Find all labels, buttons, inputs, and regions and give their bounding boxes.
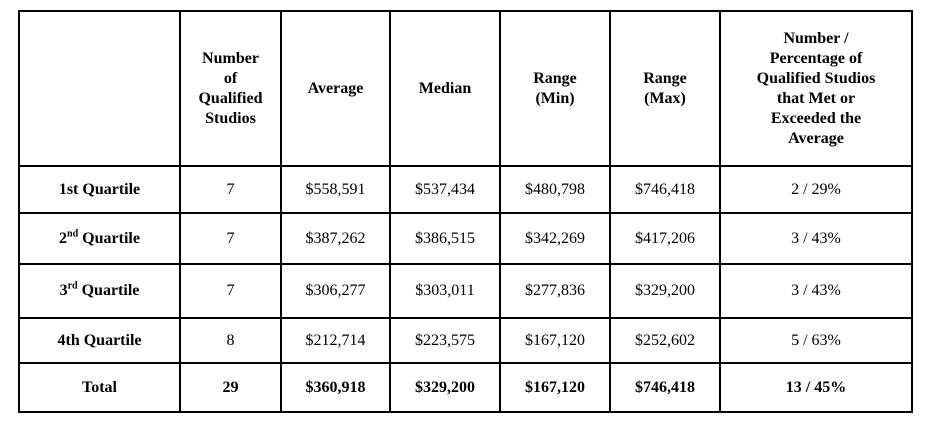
total-range-max: $746,418	[609, 362, 721, 413]
total-average: $360,918	[280, 362, 391, 413]
cell-average: $387,262	[280, 212, 391, 265]
cell-average: $212,714	[280, 317, 391, 364]
table-row: 3rd Quartile 7 $306,277 $303,011 $277,83…	[18, 263, 913, 319]
total-label: Total	[18, 362, 181, 413]
cell-studios: 7	[179, 263, 282, 319]
cell-range-max: $417,206	[609, 212, 721, 265]
quartile-statistics-table: Number of Qualified Studios Average Medi…	[18, 10, 913, 413]
total-met: 13 / 45%	[719, 362, 913, 413]
cell-range-max: $329,200	[609, 263, 721, 319]
table-total-row: Total 29 $360,918 $329,200 $167,120 $746…	[18, 362, 913, 413]
total-median: $329,200	[389, 362, 501, 413]
header-average: Average	[280, 10, 391, 167]
cell-range-min: $480,798	[499, 165, 611, 214]
row-label: 1st Quartile	[18, 165, 181, 214]
header-range-min: Range (Min)	[499, 10, 611, 167]
header-median: Median	[389, 10, 501, 167]
header-met-exceeded: Number / Percentage of Qualified Studios…	[719, 10, 913, 167]
cell-met: 3 / 43%	[719, 263, 913, 319]
cell-range-min: $342,269	[499, 212, 611, 265]
cell-range-max: $746,418	[609, 165, 721, 214]
table-row: 1st Quartile 7 $558,591 $537,434 $480,79…	[18, 165, 913, 214]
total-range-min: $167,120	[499, 362, 611, 413]
header-empty-cell	[18, 10, 181, 167]
cell-studios: 8	[179, 317, 282, 364]
row-label: 4th Quartile	[18, 317, 181, 364]
cell-range-max: $252,602	[609, 317, 721, 364]
cell-met: 3 / 43%	[719, 212, 913, 265]
cell-studios: 7	[179, 212, 282, 265]
cell-average: $558,591	[280, 165, 391, 214]
cell-met: 5 / 63%	[719, 317, 913, 364]
cell-median: $223,575	[389, 317, 501, 364]
total-studios: 29	[179, 362, 282, 413]
cell-range-min: $277,836	[499, 263, 611, 319]
header-studios: Number of Qualified Studios	[179, 10, 282, 167]
cell-median: $386,515	[389, 212, 501, 265]
table-header-row: Number of Qualified Studios Average Medi…	[18, 10, 913, 167]
cell-range-min: $167,120	[499, 317, 611, 364]
row-label: 3rd Quartile	[18, 263, 181, 319]
header-range-max: Range (Max)	[609, 10, 721, 167]
table-row: 2nd Quartile 7 $387,262 $386,515 $342,26…	[18, 212, 913, 265]
row-label: 2nd Quartile	[18, 212, 181, 265]
cell-studios: 7	[179, 165, 282, 214]
table-row: 4th Quartile 8 $212,714 $223,575 $167,12…	[18, 317, 913, 364]
cell-median: $537,434	[389, 165, 501, 214]
cell-average: $306,277	[280, 263, 391, 319]
cell-met: 2 / 29%	[719, 165, 913, 214]
cell-median: $303,011	[389, 263, 501, 319]
